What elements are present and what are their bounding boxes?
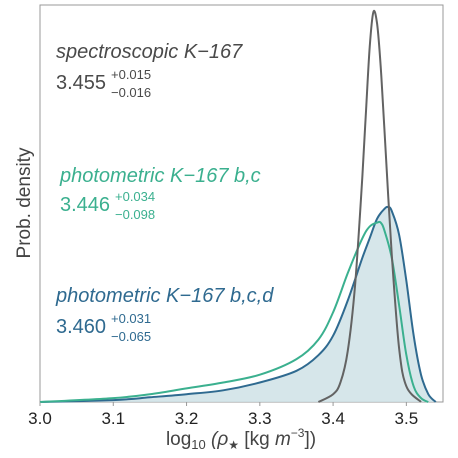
- x-axis-label: log10 (ρ★ [kg m−3]): [166, 426, 316, 452]
- series-line-photometric-bc: [39, 220, 429, 403]
- x-ticks: 3.0 3.1 3.2 3.3 3.4 3.5: [28, 402, 418, 428]
- series-line-photometric-bcd: [39, 205, 437, 403]
- annotation-photometric-bc: photometric K−167 b,c 3.446 +0.034 −0.09…: [59, 165, 261, 222]
- x-axis-label-m: m: [275, 429, 291, 450]
- x-axis-label-exp: −3: [291, 426, 305, 440]
- x-tick-label: 3.0: [28, 409, 52, 428]
- y-axis-label: Prob. density: [14, 147, 35, 258]
- annotation-photometric-bcd-value: 3.460: [56, 316, 106, 338]
- series-line-spectroscopic: [317, 9, 422, 403]
- x-axis-label-star: ★: [228, 438, 239, 452]
- annotation-photometric-bcd: photometric K−167 b,c,d 3.460 +0.031 −0.…: [55, 285, 274, 344]
- x-axis-label-end: ]): [304, 429, 316, 450]
- annotation-photometric-bc-minus: −0.098: [115, 207, 155, 222]
- x-axis-label-log: log: [166, 429, 191, 450]
- annotation-spectroscopic-plus: +0.015: [111, 67, 151, 82]
- annotation-spectroscopic-minus: −0.016: [111, 85, 151, 100]
- annotation-photometric-bcd-minus: −0.065: [111, 329, 151, 344]
- x-tick-label: 3.2: [175, 409, 199, 428]
- annotation-photometric-bcd-name: photometric K−167 b,c,d: [55, 285, 274, 307]
- annotation-photometric-bc-value: 3.446: [60, 194, 110, 216]
- x-axis-label-sub: 10: [191, 437, 205, 452]
- annotation-spectroscopic: spectroscopic K−167 3.455 +0.015 −0.016: [56, 41, 243, 100]
- x-axis-label-units: [kg: [239, 429, 275, 450]
- annotation-photometric-bcd-plus: +0.031: [111, 311, 151, 326]
- annotation-spectroscopic-name: spectroscopic K−167: [56, 41, 243, 63]
- x-tick-label: 3.4: [321, 409, 345, 428]
- x-axis-label-rho: (ρ: [206, 429, 229, 450]
- series-layer: [39, 9, 437, 403]
- x-tick-label: 3.1: [101, 409, 125, 428]
- x-tick-label: 3.5: [395, 409, 419, 428]
- x-tick-label: 3.3: [248, 409, 272, 428]
- annotation-photometric-bc-name: photometric K−167 b,c: [59, 165, 261, 187]
- annotation-spectroscopic-value: 3.455: [56, 72, 106, 94]
- series-area-photometric-bcd: [40, 206, 436, 402]
- annotation-photometric-bc-plus: +0.034: [115, 189, 155, 204]
